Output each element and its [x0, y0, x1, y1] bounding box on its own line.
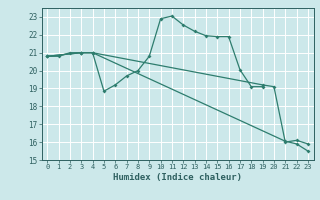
- X-axis label: Humidex (Indice chaleur): Humidex (Indice chaleur): [113, 173, 242, 182]
